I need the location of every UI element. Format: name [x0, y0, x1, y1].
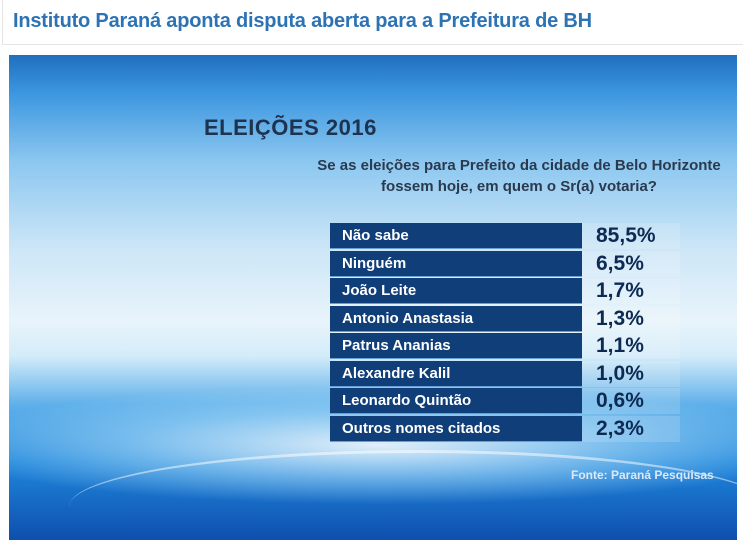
poll-results-table: Não sabe 85,5% Ninguém 6,5% João Leite 1,7%… [330, 223, 680, 443]
percentage-value: 1,0% [582, 360, 680, 387]
percentage-value: 0,6% [582, 388, 680, 414]
candidate-label: Alexandre Kalil [330, 360, 582, 387]
candidate-label: Ninguém [330, 250, 582, 277]
candidate-label: Não sabe [330, 223, 582, 249]
candidate-label: João Leite [330, 278, 582, 304]
candidate-label: Leonardo Quintão [330, 388, 582, 414]
candidate-label: Patrus Ananias [330, 333, 582, 359]
table-row: João Leite 1,7% [330, 278, 680, 304]
source-caption: Fonte: Paraná Pesquisas [571, 468, 714, 482]
percentage-value: 6,5% [582, 250, 680, 277]
table-row: Patrus Ananias 1,1% [330, 333, 680, 359]
percentage-value: 1,3% [582, 305, 680, 332]
percentage-value: 2,3% [582, 415, 680, 442]
table-row: Alexandre Kalil 1,0% [330, 360, 680, 387]
question-line-1: Se as eleições para Prefeito da cidade d… [317, 157, 721, 174]
question-line-2: fossem hoje, em quem o Sr(a) votaria? [381, 178, 657, 195]
tv-screenshot-image: ELEIÇÕES 2016 Se as eleições para Prefei… [9, 55, 737, 540]
percentage-value: 85,5% [582, 223, 680, 249]
article-header: Instituto Paraná aponta disputa aberta p… [2, 0, 743, 45]
percentage-value: 1,7% [582, 278, 680, 304]
table-row: Leonardo Quintão 0,6% [330, 388, 680, 414]
table-row: Não sabe 85,5% [330, 223, 680, 249]
table-row: Antonio Anastasia 1,3% [330, 305, 680, 332]
poll-question: Se as eleições para Prefeito da cidade d… [299, 155, 737, 197]
table-row: Ninguém 6,5% [330, 250, 680, 277]
graphic-heading: ELEIÇÕES 2016 [204, 115, 377, 140]
candidate-label: Outros nomes citados [330, 415, 582, 442]
percentage-value: 1,1% [582, 333, 680, 359]
candidate-label: Antonio Anastasia [330, 305, 582, 332]
article-title: Instituto Paraná aponta disputa aberta p… [13, 10, 592, 32]
table-row: Outros nomes citados 2,3% [330, 415, 680, 442]
